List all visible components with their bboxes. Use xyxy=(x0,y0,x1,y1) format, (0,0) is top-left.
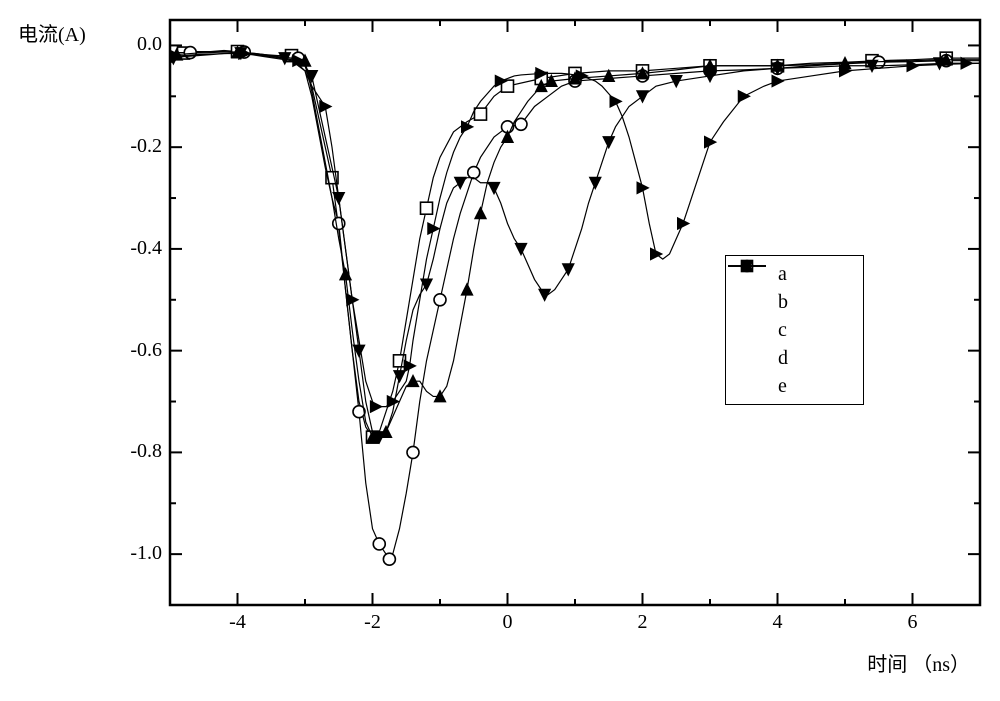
y-tick-label: -0.4 xyxy=(102,237,162,260)
chart-container: 电流(A) 时间 （ns） abcde -4 -2 0 2 4 6 0.0 -0.2 -0.4 -… xyxy=(0,0,1000,701)
x-tick-label: -4 xyxy=(208,611,268,634)
legend-label-a: a xyxy=(774,263,795,286)
x-tick-label: 4 xyxy=(748,611,808,634)
y-tick-label: -0.8 xyxy=(102,440,162,463)
legend-label-d: d xyxy=(774,347,796,370)
legend-label-e: e xyxy=(774,375,795,398)
y-tick-label: 0.0 xyxy=(102,33,162,56)
y-tick-label: -0.2 xyxy=(102,135,162,158)
legend-label-b: b xyxy=(774,291,796,314)
y-tick-label: -0.6 xyxy=(102,339,162,362)
legend-item-b: b xyxy=(732,288,857,316)
legend-label-c: c xyxy=(774,319,795,342)
x-axis-label: 时间 （ns） xyxy=(867,648,970,677)
y-tick-label: -1.0 xyxy=(102,542,162,565)
legend-item-d: d xyxy=(732,344,857,372)
x-tick-label: -2 xyxy=(343,611,403,634)
legend-item-e: e xyxy=(732,372,857,400)
x-tick-label: 0 xyxy=(478,611,538,634)
legend-item-c: c xyxy=(732,316,857,344)
legend-box: abcde xyxy=(725,255,864,405)
x-tick-label: 2 xyxy=(613,611,673,634)
y-axis-label: 电流(A) xyxy=(18,18,86,47)
x-tick-label: 6 xyxy=(883,611,943,634)
